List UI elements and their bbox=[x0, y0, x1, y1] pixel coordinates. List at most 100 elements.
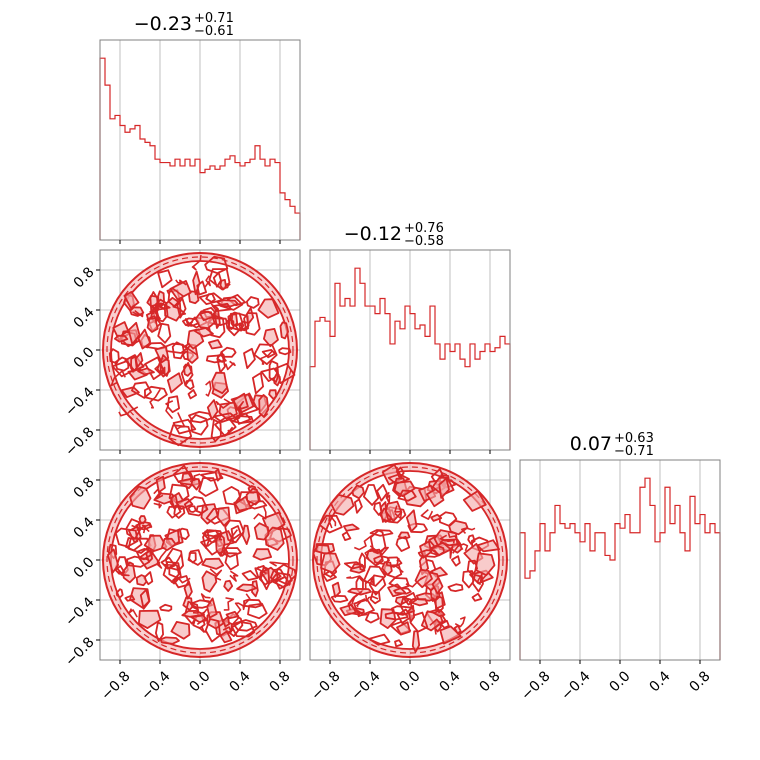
contour-blob bbox=[258, 393, 270, 418]
contour-blob bbox=[368, 633, 391, 646]
contour-line bbox=[156, 549, 168, 569]
contour-blob bbox=[417, 549, 440, 558]
contour-line bbox=[163, 553, 183, 567]
contour-blob bbox=[127, 321, 141, 345]
contour-blob bbox=[129, 485, 152, 510]
contour-line bbox=[223, 283, 231, 290]
contour-blob bbox=[243, 347, 256, 370]
contour-blob bbox=[114, 527, 139, 548]
contour-blob bbox=[226, 293, 247, 307]
contour-blob bbox=[241, 524, 251, 545]
contour-blob bbox=[125, 537, 143, 552]
contour-blob bbox=[224, 519, 245, 544]
contour-blob bbox=[320, 552, 341, 574]
contour-line bbox=[217, 529, 239, 554]
contour-blob bbox=[243, 598, 264, 609]
title-minus-0: −0.61 bbox=[194, 24, 234, 39]
contour-blob bbox=[220, 346, 237, 358]
contour-blob bbox=[154, 621, 165, 642]
contour-blob bbox=[376, 483, 388, 502]
contour-line bbox=[254, 566, 267, 575]
contour-line bbox=[420, 508, 433, 520]
contour-blob bbox=[213, 412, 237, 423]
histogram-1 bbox=[309, 267, 511, 450]
contour-blob bbox=[137, 609, 162, 629]
contour-blob bbox=[166, 505, 182, 519]
contour-line bbox=[205, 380, 212, 397]
contour-line bbox=[222, 617, 240, 633]
contour-line bbox=[141, 523, 153, 533]
contour-blob bbox=[201, 557, 225, 570]
contour-blob bbox=[137, 328, 152, 350]
contour-line bbox=[110, 370, 126, 387]
contour-blob bbox=[202, 529, 211, 549]
contour-blob bbox=[402, 592, 418, 606]
contour-blob bbox=[257, 298, 280, 319]
contour-line bbox=[128, 608, 138, 618]
contour-blob bbox=[362, 484, 380, 506]
contour-blob bbox=[192, 270, 201, 296]
contour-blob bbox=[159, 354, 170, 377]
x-tick-label: −0.8 bbox=[98, 668, 133, 703]
contour-blob bbox=[222, 615, 231, 628]
contour-blob bbox=[166, 372, 184, 394]
contour-line bbox=[191, 254, 202, 271]
x-tick-label: 0.8 bbox=[687, 668, 714, 695]
contour-line bbox=[394, 505, 403, 520]
contour-blob bbox=[222, 547, 242, 558]
contour-blob bbox=[162, 561, 182, 585]
contour-line bbox=[447, 532, 464, 551]
contour-blob bbox=[238, 491, 261, 508]
contour-blob bbox=[207, 339, 223, 350]
contour-line bbox=[203, 275, 211, 289]
contour-line bbox=[154, 364, 166, 376]
contour-blob bbox=[232, 415, 254, 425]
contour-blob bbox=[238, 320, 250, 332]
contour-blob bbox=[396, 621, 411, 636]
contour-line bbox=[439, 534, 455, 544]
contour-blob bbox=[135, 548, 153, 561]
contour-blob bbox=[157, 269, 173, 289]
contour-line bbox=[209, 568, 223, 581]
histogram-0 bbox=[99, 57, 301, 240]
contour-blob bbox=[189, 413, 209, 436]
contour-line bbox=[132, 309, 144, 318]
contour-blob bbox=[114, 334, 129, 343]
contour-blob bbox=[146, 317, 159, 333]
contour-blob bbox=[439, 625, 462, 645]
contour-line bbox=[346, 575, 368, 584]
contour-blob bbox=[219, 278, 227, 291]
contour-line bbox=[374, 546, 390, 567]
contour-line bbox=[229, 570, 239, 582]
title-minus-1: −0.58 bbox=[404, 234, 444, 249]
contour-blob bbox=[223, 579, 234, 592]
contour-blob bbox=[268, 389, 278, 400]
contour-line bbox=[149, 388, 161, 409]
contour-blob bbox=[201, 529, 223, 544]
contour-line bbox=[196, 608, 208, 626]
contour-line bbox=[269, 561, 289, 567]
contour-line bbox=[118, 406, 139, 417]
contour-line bbox=[347, 591, 363, 611]
contour-panel-1-0 bbox=[102, 252, 298, 448]
contour-line bbox=[405, 575, 427, 588]
contour-blob bbox=[205, 293, 216, 303]
contour-line bbox=[237, 401, 244, 416]
contour-blob bbox=[393, 587, 412, 595]
contour-line bbox=[395, 557, 404, 574]
contour-blob bbox=[411, 630, 421, 653]
contour-blob bbox=[108, 348, 120, 365]
contour-blob bbox=[279, 321, 290, 340]
contour-line bbox=[130, 363, 146, 373]
contour-line bbox=[260, 350, 274, 365]
contour-blob bbox=[466, 559, 479, 576]
contour-blob bbox=[243, 312, 261, 336]
x-tick-label: −0.8 bbox=[308, 668, 343, 703]
contour-blob bbox=[224, 552, 239, 571]
contour-blob bbox=[330, 594, 349, 603]
data-layer bbox=[99, 57, 721, 660]
contour-blob bbox=[351, 484, 365, 500]
contour-line bbox=[385, 491, 391, 504]
y-tick-label: 0.0 bbox=[71, 554, 98, 581]
contour-blob bbox=[204, 618, 222, 643]
